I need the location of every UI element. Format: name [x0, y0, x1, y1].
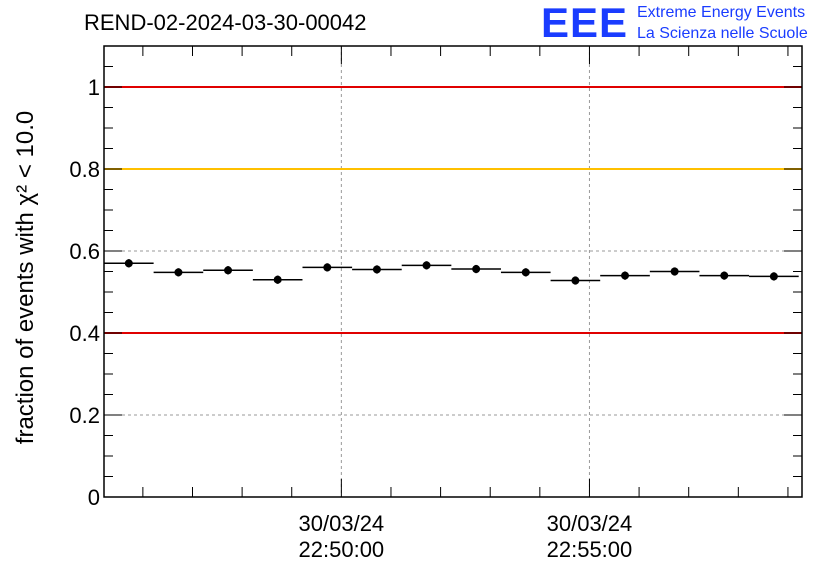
x-tick-label-time: 22:50:00 — [299, 537, 385, 562]
data-point — [720, 271, 729, 280]
y-tick-label: 0.2 — [69, 403, 100, 428]
data-point — [621, 271, 630, 280]
x-tick-label-date: 30/03/24 — [299, 511, 385, 536]
data-point — [323, 263, 332, 272]
logo-subtitle-1: Extreme Energy Events — [637, 4, 806, 21]
y-axis-label: fraction of events with χ² < 10.0 — [12, 111, 39, 444]
y-tick-label: 0.6 — [69, 239, 100, 264]
y-tick-label: 0.4 — [69, 321, 100, 346]
data-point — [224, 266, 233, 275]
eee-logo: EEE — [541, 0, 629, 46]
data-point — [472, 265, 481, 274]
data-point — [273, 275, 282, 284]
data-point — [422, 261, 431, 270]
x-tick-label-date: 30/03/24 — [547, 511, 633, 536]
logo-subtitle-2: La Scienza nelle Scuole — [637, 25, 808, 42]
data-point — [174, 268, 183, 277]
data-point — [521, 268, 530, 277]
y-tick-label: 1 — [88, 75, 100, 100]
x-tick-label-time: 22:55:00 — [547, 537, 633, 562]
data-point — [372, 265, 381, 274]
data-point — [571, 276, 580, 285]
y-tick-label: 0.8 — [69, 157, 100, 182]
data-point — [124, 259, 133, 268]
data-point — [769, 272, 778, 281]
chart-title: REND-02-2024-03-30-00042 — [84, 10, 367, 35]
data-point — [670, 267, 679, 276]
y-tick-label: 0 — [88, 485, 100, 510]
